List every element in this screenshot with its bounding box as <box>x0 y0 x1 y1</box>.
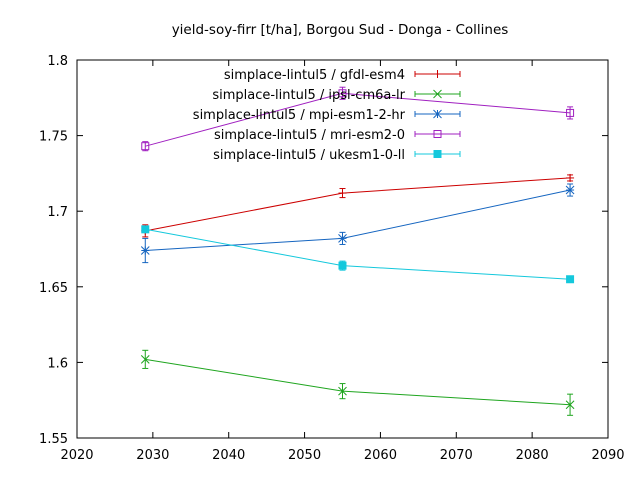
series-layer <box>140 86 575 416</box>
data-point <box>338 189 347 198</box>
marker-stroke <box>140 246 150 255</box>
data-point <box>566 275 575 284</box>
marker-stroke <box>140 355 150 364</box>
legend-marker <box>433 130 442 138</box>
error-bar <box>339 86 346 100</box>
series-line <box>145 358 571 406</box>
data-point <box>338 261 347 270</box>
data-point <box>338 234 347 243</box>
legend-entry-2: simplace-lintul5 / mpi-esm1-2-hr <box>193 108 461 123</box>
series-4 <box>141 225 575 284</box>
legend-label: simplace-lintul5 / gfdl-esm4 <box>224 68 405 83</box>
chart-title: yield-soy-firr [t/ha], Borgou Sud - Dong… <box>172 22 509 38</box>
x-tick-label: 2030 <box>136 448 169 463</box>
legend: simplace-lintul5 / gfdl-esm4 simplace-lin… <box>193 68 461 163</box>
x-tick-label: 2020 <box>60 448 93 463</box>
data-point <box>141 142 150 151</box>
x-tick-label: 2080 <box>516 448 549 463</box>
error-bar <box>567 106 574 120</box>
legend-label: simplace-lintul5 / mri-esm2-0 <box>214 128 405 143</box>
data-point <box>141 225 150 234</box>
legend-label: simplace-lintul5 / mpi-esm1-2-hr <box>193 108 406 123</box>
x-tick-label: 2050 <box>288 448 321 463</box>
data-point <box>566 108 575 117</box>
y-tick-label: 1.55 <box>39 432 68 447</box>
data-point <box>140 246 150 255</box>
legend-entry-3: simplace-lintul5 / mri-esm2-0 <box>214 128 461 143</box>
y-tick-label: 1.65 <box>39 281 68 296</box>
data-point <box>338 89 347 98</box>
marker-stroke <box>565 400 575 410</box>
data-point <box>565 185 575 195</box>
data-point <box>565 400 575 410</box>
legend-marker <box>433 150 442 158</box>
x-tick-label: 2090 <box>591 448 624 463</box>
legend-label: simplace-lintul5 / ipsl-cm6a-lr <box>212 88 405 103</box>
series-line <box>145 228 571 280</box>
marker-stroke <box>433 109 442 119</box>
legend-entry-4: simplace-lintul5 / ukesm1-0-ll <box>213 148 461 163</box>
y-tick-label: 1.8 <box>47 54 68 69</box>
legend-entry-0: simplace-lintul5 / gfdl-esm4 <box>224 68 461 83</box>
series-line <box>145 177 571 232</box>
marker-stroke <box>433 89 442 99</box>
data-point <box>338 386 347 396</box>
legend-marker <box>433 89 442 99</box>
x-tick-label: 2060 <box>364 448 397 463</box>
legend-entry-1: simplace-lintul5 / ipsl-cm6a-lr <box>212 88 461 103</box>
data-point <box>140 355 150 364</box>
y-tick-label: 1.75 <box>39 130 68 145</box>
legend-marker <box>433 109 442 119</box>
y-tick-label: 1.6 <box>47 356 68 371</box>
y-tick-label: 1.7 <box>47 205 68 220</box>
marker-stroke <box>565 185 575 195</box>
data-point <box>566 173 575 182</box>
series-2 <box>140 183 575 264</box>
marker-stroke <box>338 234 347 243</box>
axes: 2020 2030 2040 2050 2060 2070 2080 2090 1.55 1.6 1… <box>39 54 625 463</box>
legend-marker <box>433 70 442 78</box>
plot-frame <box>76 59 609 439</box>
series-0 <box>141 173 575 238</box>
legend-label: simplace-lintul5 / ukesm1-0-ll <box>213 148 405 163</box>
x-tick-label: 2040 <box>212 448 245 463</box>
x-tick-label: 2070 <box>440 448 473 463</box>
marker-stroke <box>338 386 347 396</box>
series-3 <box>141 86 575 152</box>
series-1 <box>140 349 575 416</box>
